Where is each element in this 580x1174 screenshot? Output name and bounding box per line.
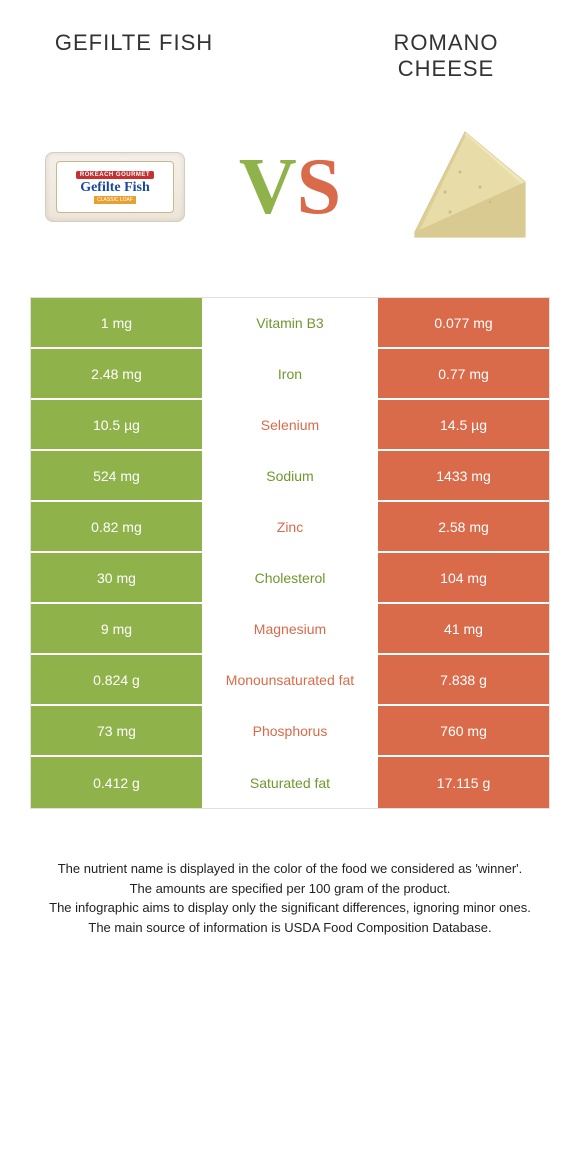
table-cell-left: 0.412 g [31,757,202,808]
package-brand: ROKEACH GOURMET [76,171,154,179]
table-cell-left: 10.5 µg [31,400,202,449]
table-cell-left: 0.82 mg [31,502,202,551]
table-cell-label: Zinc [202,502,378,551]
footer-line-4: The main source of information is USDA F… [30,918,550,938]
nutrient-table: 1 mgVitamin B30.077 mg2.48 mgIron0.77 mg… [30,297,550,809]
table-cell-right: 17.115 g [378,757,549,808]
table-cell-label: Monounsaturated fat [202,655,378,704]
right-title: ROMANO CHEESE [342,30,550,82]
table-cell-right: 0.77 mg [378,349,549,398]
right-food-image [380,102,550,272]
titles-row: GEFILTE FISH ROMANO CHEESE [30,30,550,82]
table-cell-left: 30 mg [31,553,202,602]
cheese-wedge-icon [390,112,540,262]
table-cell-label: Sodium [202,451,378,500]
table-cell-label: Selenium [202,400,378,449]
gefilte-package-icon: ROKEACH GOURMET Gefilte Fish CLASSIC LOA… [45,152,185,222]
table-cell-right: 0.077 mg [378,298,549,347]
table-cell-left: 2.48 mg [31,349,202,398]
table-row: 10.5 µgSelenium14.5 µg [31,400,549,451]
table-cell-right: 1433 mg [378,451,549,500]
table-cell-right: 41 mg [378,604,549,653]
table-cell-label: Iron [202,349,378,398]
vs-label: VS [239,147,341,227]
table-row: 524 mgSodium1433 mg [31,451,549,502]
table-row: 2.48 mgIron0.77 mg [31,349,549,400]
vs-v: V [239,143,297,231]
left-food-image: ROKEACH GOURMET Gefilte Fish CLASSIC LOA… [30,102,200,272]
table-cell-label: Phosphorus [202,706,378,755]
package-name: Gefilte Fish [80,181,150,195]
table-cell-right: 14.5 µg [378,400,549,449]
footer-line-2: The amounts are specified per 100 gram o… [30,879,550,899]
table-row: 30 mgCholesterol104 mg [31,553,549,604]
footer-line-1: The nutrient name is displayed in the co… [30,859,550,879]
table-cell-right: 7.838 g [378,655,549,704]
footer-line-3: The infographic aims to display only the… [30,898,550,918]
table-cell-label: Saturated fat [202,757,378,808]
table-cell-right: 104 mg [378,553,549,602]
table-cell-left: 73 mg [31,706,202,755]
table-cell-label: Magnesium [202,604,378,653]
table-cell-left: 1 mg [31,298,202,347]
table-cell-right: 760 mg [378,706,549,755]
table-cell-label: Cholesterol [202,553,378,602]
table-cell-left: 524 mg [31,451,202,500]
table-row: 9 mgMagnesium41 mg [31,604,549,655]
table-cell-left: 9 mg [31,604,202,653]
table-row: 0.412 gSaturated fat17.115 g [31,757,549,808]
table-cell-right: 2.58 mg [378,502,549,551]
package-tag: CLASSIC LOAF [94,196,136,204]
left-title: GEFILTE FISH [30,30,238,82]
table-row: 73 mgPhosphorus760 mg [31,706,549,757]
images-row: ROKEACH GOURMET Gefilte Fish CLASSIC LOA… [30,102,550,272]
table-cell-label: Vitamin B3 [202,298,378,347]
footer-notes: The nutrient name is displayed in the co… [30,859,550,937]
table-row: 1 mgVitamin B30.077 mg [31,298,549,349]
table-row: 0.824 gMonounsaturated fat7.838 g [31,655,549,706]
table-cell-left: 0.824 g [31,655,202,704]
table-row: 0.82 mgZinc2.58 mg [31,502,549,553]
vs-s: S [297,143,342,231]
